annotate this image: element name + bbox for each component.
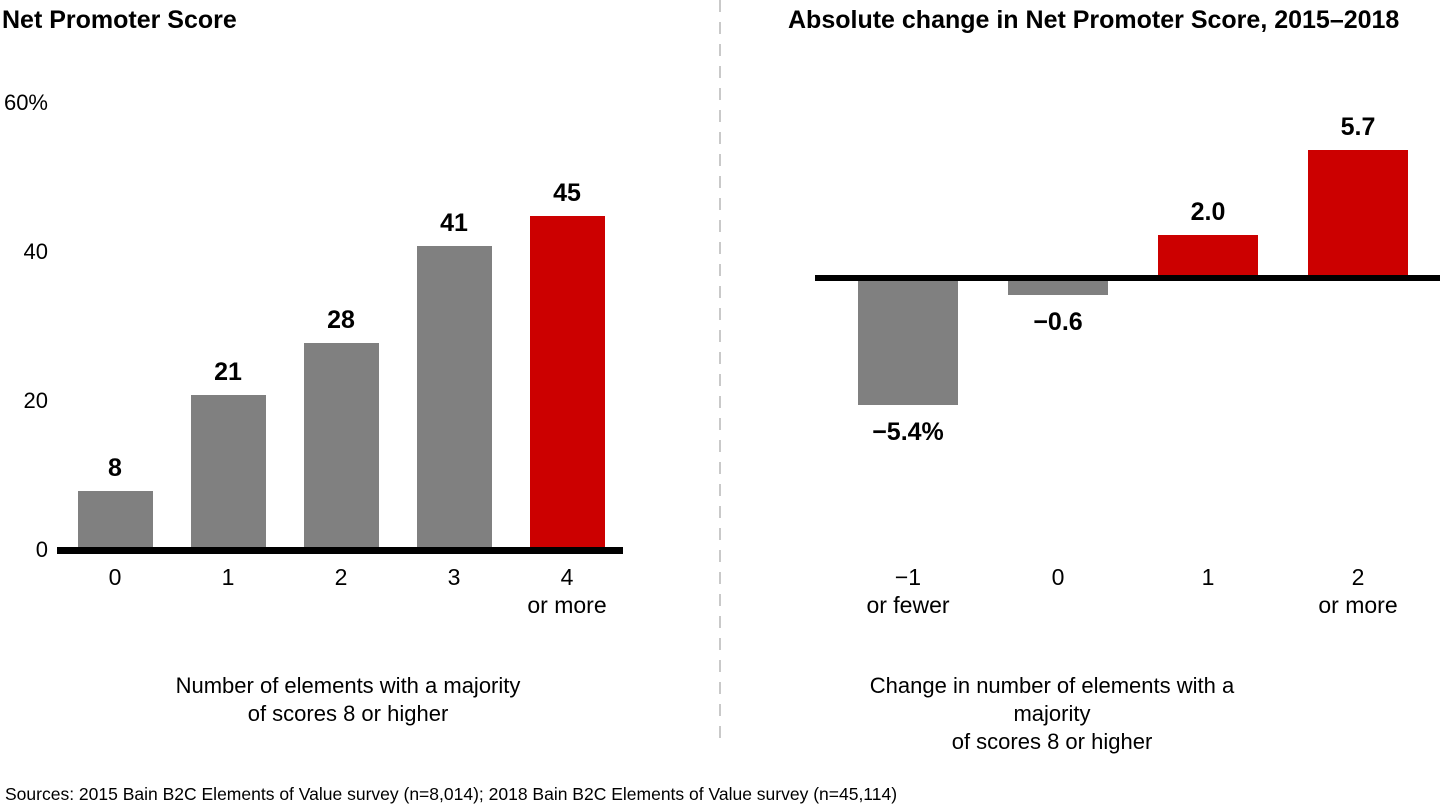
x-tick-label-line1: −1 <box>894 564 922 590</box>
sources-note: Sources: 2015 Bain B2C Elements of Value… <box>5 784 898 804</box>
bar-value-label: 45 <box>553 179 581 207</box>
left-chart-title: Net Promoter Score <box>2 6 237 34</box>
right-x-axis-description-line2: of scores 8 or higher <box>951 729 1153 754</box>
bar-value-label: −5.4% <box>872 418 944 446</box>
left-x-axis-description-line1: Number of elements with a majority <box>175 673 521 698</box>
bar-value-label: 2.0 <box>1190 198 1226 226</box>
x-tick-label-line1: 0 <box>108 564 122 590</box>
x-axis-line <box>57 547 623 554</box>
right-x-axis-description-line1: Change in number of elements with a majo… <box>869 673 1235 726</box>
bar-value-label: 28 <box>327 306 355 334</box>
right-x-axis-description: Change in number of elements with a majo… <box>832 672 1272 756</box>
left-x-axis-description-line2: of scores 8 or higher <box>247 701 449 726</box>
bar <box>416 246 492 551</box>
bar-value-label: 5.7 <box>1340 113 1376 141</box>
x-tick-label-line1: 1 <box>1201 564 1215 590</box>
bar <box>303 343 379 551</box>
x-tick-label-line2: or fewer <box>866 592 950 618</box>
y-axis-tick-label: 60% <box>3 90 48 115</box>
bar-value-label: 41 <box>440 209 468 237</box>
bar-value-label: 21 <box>214 358 242 386</box>
bar <box>1158 235 1258 281</box>
x-tick-label: 0 <box>978 563 1138 591</box>
bar <box>529 216 605 551</box>
x-tick-label: 2 <box>261 563 421 591</box>
x-axis-line <box>815 275 1440 281</box>
x-tick-label: 3 <box>374 563 534 591</box>
x-tick-label: 1 <box>148 563 308 591</box>
x-tick-label: 2 or more <box>1278 563 1438 619</box>
left-x-axis-description: Number of elements with a majority of sc… <box>128 672 568 728</box>
y-axis-tick-label: 40 <box>23 239 48 264</box>
x-tick-label-line2: or more <box>527 592 607 618</box>
x-tick-label: 4 or more <box>487 563 647 619</box>
right-chart-title: Absolute change in Net Promoter Score, 2… <box>788 6 1400 34</box>
bar <box>190 395 266 551</box>
bar <box>77 491 153 551</box>
x-tick-label-line2: or more <box>1318 592 1398 618</box>
bar-value-label: −0.6 <box>1033 308 1083 336</box>
x-tick-label-line1: 3 <box>447 564 461 590</box>
y-axis-tick-label: 0 <box>35 537 48 562</box>
x-tick-label-line1: 1 <box>221 564 235 590</box>
x-tick-label: −1 or fewer <box>828 563 988 619</box>
x-tick-label-line1: 2 <box>334 564 348 590</box>
x-tick-label-line1: 2 <box>1351 564 1365 590</box>
panel-divider <box>719 0 721 740</box>
x-tick-label: 0 <box>35 563 195 591</box>
x-tick-label-line1: 0 <box>1051 564 1065 590</box>
x-tick-label-line1: 4 <box>560 564 574 590</box>
bar <box>1308 150 1408 281</box>
bar <box>858 275 958 405</box>
bar-value-label: 8 <box>108 454 122 482</box>
y-axis-tick-label: 20 <box>23 388 48 413</box>
x-tick-label: 1 <box>1128 563 1288 591</box>
